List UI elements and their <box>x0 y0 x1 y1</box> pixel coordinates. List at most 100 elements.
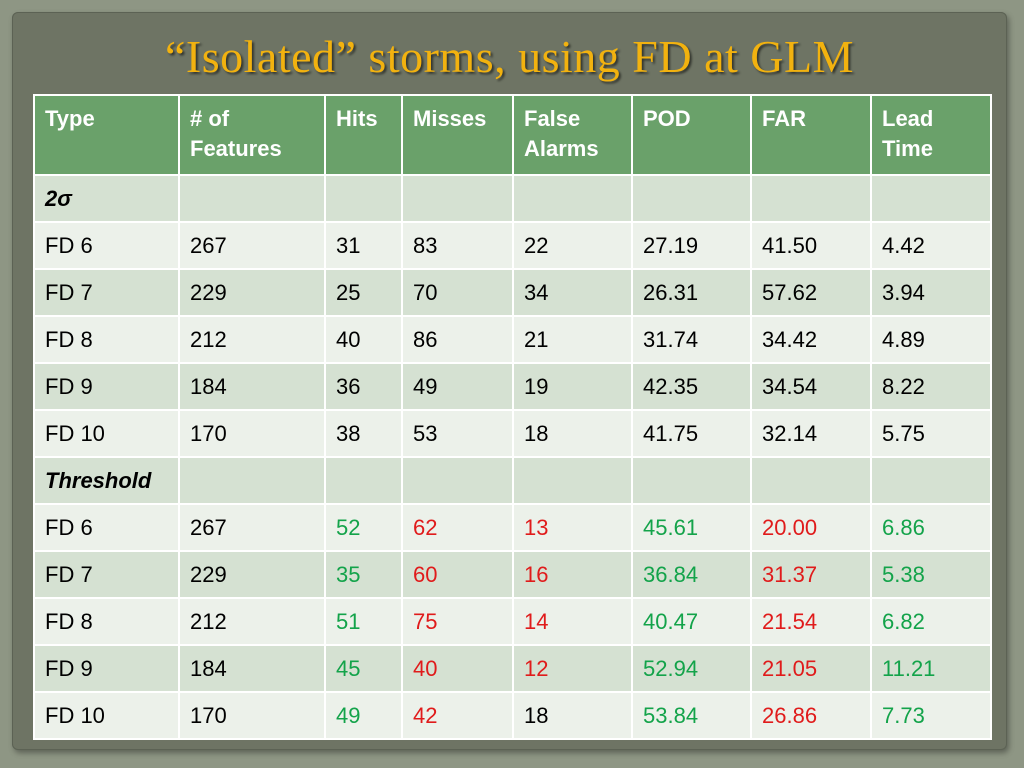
table-cell-empty <box>512 174 633 223</box>
table-cell: 11.21 <box>870 644 992 693</box>
table-cell: 34.42 <box>750 315 872 364</box>
header-type: Type <box>33 94 180 176</box>
table-cell-empty <box>631 456 752 505</box>
table-cell: 21.05 <box>750 644 872 693</box>
table-cell: 38 <box>324 409 403 458</box>
table-cell: 49 <box>324 691 403 740</box>
table-cell: FD 8 <box>33 315 180 364</box>
table-cell-empty <box>750 174 872 223</box>
table-cell: 4.42 <box>870 221 992 270</box>
table-cell: 36.84 <box>631 550 752 599</box>
table-cell: 4.89 <box>870 315 992 364</box>
table-cell-empty <box>401 456 514 505</box>
table-cell: 21.54 <box>750 597 872 646</box>
table-cell: 31.37 <box>750 550 872 599</box>
table-cell: 19 <box>512 362 633 411</box>
table-cell: 14 <box>512 597 633 646</box>
table-cell-empty <box>512 456 633 505</box>
table-cell: 170 <box>178 409 326 458</box>
table-cell: 45 <box>324 644 403 693</box>
table-cell: 22 <box>512 221 633 270</box>
table-cell: 27.19 <box>631 221 752 270</box>
table-cell: FD 7 <box>33 550 180 599</box>
table-row: FD 6 267 52 62 13 45.61 20.00 6.86 <box>33 503 992 552</box>
table-cell: 83 <box>401 221 514 270</box>
table-row: FD 9 184 45 40 12 52.94 21.05 11.21 <box>33 644 992 693</box>
table-cell: 52.94 <box>631 644 752 693</box>
section-row: 2σ <box>33 174 992 223</box>
table-cell: 31.74 <box>631 315 752 364</box>
table-cell-empty <box>324 456 403 505</box>
table-cell: 267 <box>178 221 326 270</box>
table-cell: 21 <box>512 315 633 364</box>
table-cell: 45.61 <box>631 503 752 552</box>
table-cell: 40 <box>401 644 514 693</box>
table-cell: 229 <box>178 268 326 317</box>
table-cell-empty <box>178 174 326 223</box>
table-cell: 5.75 <box>870 409 992 458</box>
table-cell: 26.86 <box>750 691 872 740</box>
table-row: FD 7 229 25 70 34 26.31 57.62 3.94 <box>33 268 992 317</box>
table-row: FD 10 170 38 53 18 41.75 32.14 5.75 <box>33 409 992 458</box>
table-cell: FD 8 <box>33 597 180 646</box>
section-row: Threshold <box>33 456 992 505</box>
header-row: Type # of Features Hits Misses False Ala… <box>33 94 992 176</box>
table-cell: 49 <box>401 362 514 411</box>
table-cell: 267 <box>178 503 326 552</box>
table-cell: FD 6 <box>33 221 180 270</box>
table-cell: 62 <box>401 503 514 552</box>
table-cell: 75 <box>401 597 514 646</box>
table-cell: 40.47 <box>631 597 752 646</box>
table-cell: 184 <box>178 362 326 411</box>
table-cell: 60 <box>401 550 514 599</box>
table-cell: FD 10 <box>33 691 180 740</box>
table-row: FD 9 184 36 49 19 42.35 34.54 8.22 <box>33 362 992 411</box>
header-hits: Hits <box>324 94 403 176</box>
table-cell: 13 <box>512 503 633 552</box>
table-cell: 6.82 <box>870 597 992 646</box>
table-cell: 40 <box>324 315 403 364</box>
table-cell: 8.22 <box>870 362 992 411</box>
table-body: 2σ FD 6 267 31 83 22 27.19 41.50 4.42 FD 7 229 25 70… <box>33 174 992 740</box>
table-cell-empty <box>750 456 872 505</box>
table-cell: 31 <box>324 221 403 270</box>
table-cell: 53 <box>401 409 514 458</box>
table-cell: 32.14 <box>750 409 872 458</box>
table-cell: 86 <box>401 315 514 364</box>
table-cell: 41.75 <box>631 409 752 458</box>
results-table: Type # of Features Hits Misses False Ala… <box>33 94 992 740</box>
table-cell: FD 6 <box>33 503 180 552</box>
table-cell: 18 <box>512 409 633 458</box>
table-cell: 53.84 <box>631 691 752 740</box>
table-row: FD 8 212 40 86 21 31.74 34.42 4.89 <box>33 315 992 364</box>
header-misses: Misses <box>401 94 514 176</box>
table-cell: 26.31 <box>631 268 752 317</box>
header-lead-time: Lead Time <box>870 94 992 176</box>
table-cell-empty <box>401 174 514 223</box>
section-label: Threshold <box>33 456 180 505</box>
table-cell-empty <box>870 174 992 223</box>
table-cell: 34 <box>512 268 633 317</box>
table-cell: 35 <box>324 550 403 599</box>
table-cell: 5.38 <box>870 550 992 599</box>
table-cell-empty <box>631 174 752 223</box>
table-cell: 36 <box>324 362 403 411</box>
table-cell-empty <box>870 456 992 505</box>
table-cell: 212 <box>178 597 326 646</box>
table-cell: 52 <box>324 503 403 552</box>
table-cell: 42 <box>401 691 514 740</box>
header-false-alarms: False Alarms <box>512 94 633 176</box>
table-cell: FD 7 <box>33 268 180 317</box>
table-cell: 42.35 <box>631 362 752 411</box>
table-cell: FD 9 <box>33 644 180 693</box>
table-cell: 229 <box>178 550 326 599</box>
header-far: FAR <box>750 94 872 176</box>
table-cell-empty <box>324 174 403 223</box>
table-cell: 51 <box>324 597 403 646</box>
table-cell: 70 <box>401 268 514 317</box>
table-cell: 34.54 <box>750 362 872 411</box>
table-cell: FD 9 <box>33 362 180 411</box>
table-cell: 3.94 <box>870 268 992 317</box>
table-cell: 184 <box>178 644 326 693</box>
section-label: 2σ <box>33 174 180 223</box>
